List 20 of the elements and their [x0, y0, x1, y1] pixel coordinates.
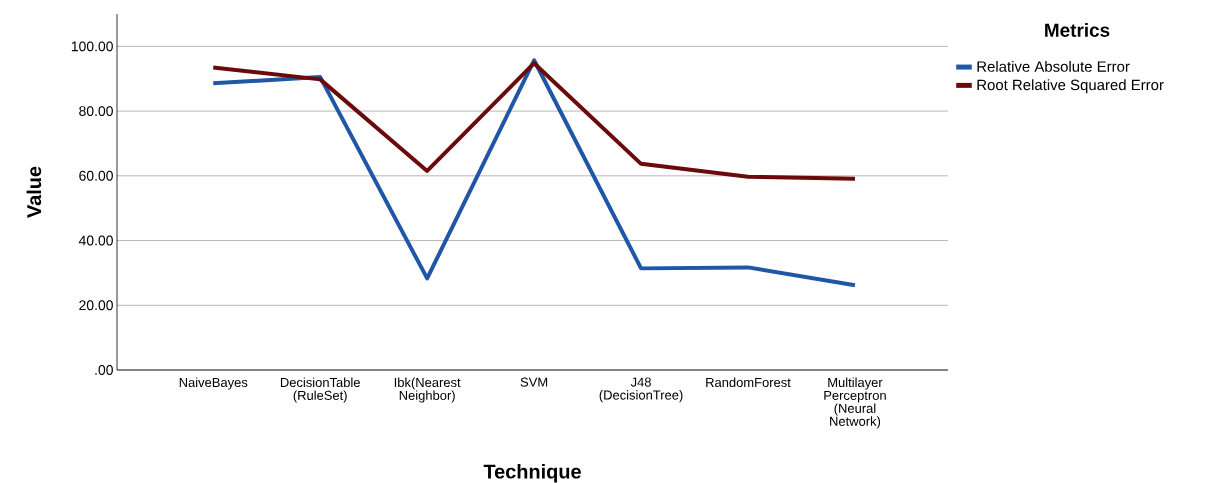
- x-tick-label: DecisionTable (RuleSet): [280, 377, 360, 403]
- legend-label: Relative Absolute Error: [977, 60, 1130, 72]
- x-tick-label: Multilayer Perceptron (Neural Network): [824, 377, 886, 429]
- y-tick-label: 100.00: [71, 41, 113, 52]
- y-tick-label: 20.00: [79, 300, 113, 311]
- y-tick-label: 80.00: [79, 106, 113, 117]
- x-tick-label: SVM: [520, 377, 548, 387]
- line-series: [211, 58, 857, 288]
- legend-title: Metrics: [1045, 23, 1110, 37]
- y-axis-title: Value: [26, 166, 42, 218]
- x-tick-label: Ibk(Nearest Neighbor): [394, 377, 461, 403]
- line-series: [211, 61, 857, 181]
- x-tick-label: NaiveBayes: [179, 377, 248, 390]
- x-axis-title: Technique: [483, 463, 581, 483]
- y-tick-label: .00: [95, 365, 113, 375]
- y-tick-label: 40.00: [78, 235, 113, 246]
- y-tick-label: 60.00: [79, 170, 113, 181]
- legend-label: Root Relative Squared Error: [977, 79, 1164, 94]
- x-tick-label: J48 (DecisionTree): [599, 377, 683, 403]
- x-tick-label: RandomForest: [706, 377, 791, 388]
